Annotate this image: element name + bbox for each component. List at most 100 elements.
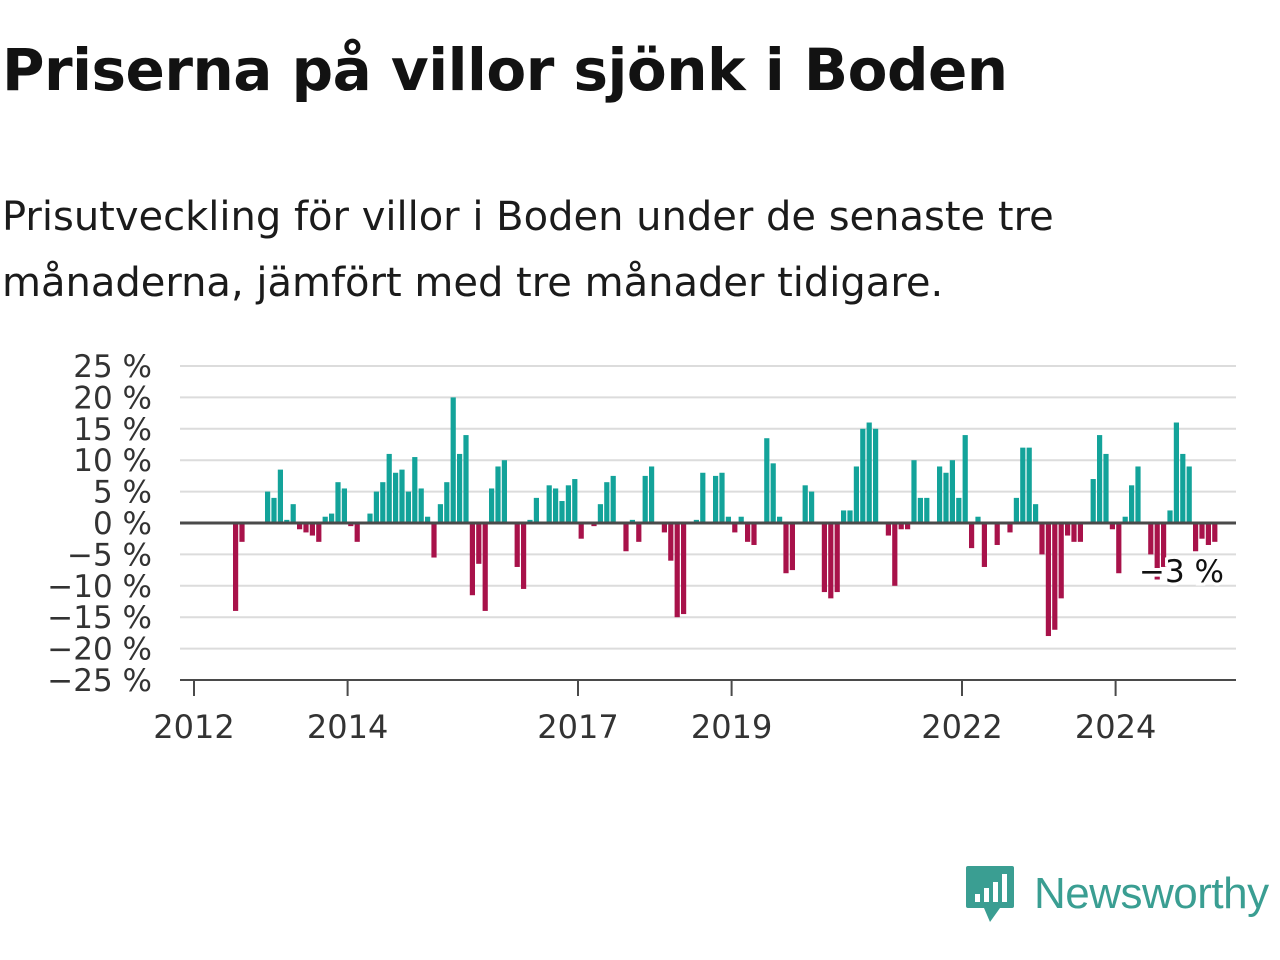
bar (271, 497, 277, 523)
bar (911, 460, 917, 523)
bar (1180, 453, 1186, 523)
bar (482, 523, 488, 611)
bar (335, 482, 341, 523)
x-tick-label: 2022 (921, 708, 1002, 746)
bar (809, 491, 815, 523)
bar (802, 485, 808, 523)
bar (636, 523, 642, 542)
bar (329, 513, 335, 523)
bar (354, 523, 360, 542)
bar (265, 491, 271, 523)
bar (1148, 523, 1154, 555)
bar (738, 516, 744, 523)
bar-chart-speech-bubble-icon (966, 866, 1014, 922)
bar (1212, 523, 1218, 542)
bar (1077, 523, 1083, 542)
bar (1058, 523, 1064, 599)
bar (1007, 523, 1013, 533)
last-value-label: −3 % (1139, 554, 1224, 590)
bar (399, 469, 405, 523)
bar (1161, 523, 1167, 567)
bar (1097, 435, 1103, 523)
bar (674, 523, 680, 618)
y-tick-label: −15 % (47, 600, 152, 636)
bar (1193, 523, 1199, 552)
bar (425, 516, 431, 523)
bar (860, 428, 866, 523)
bar (1129, 485, 1135, 523)
bar (885, 523, 891, 536)
bar (713, 475, 719, 523)
bar (1090, 479, 1096, 523)
bar (668, 523, 674, 561)
y-tick-label: 15 % (73, 412, 152, 448)
bar (341, 488, 347, 523)
bar (821, 523, 827, 593)
y-tick-label: −20 % (47, 632, 152, 668)
bar (284, 519, 290, 523)
chart-subtitle: Prisutveckling för villor i Boden under … (2, 194, 1054, 306)
bar (489, 488, 495, 523)
bar (943, 472, 949, 523)
bar (956, 497, 962, 523)
y-tick-label: −5 % (67, 537, 152, 573)
bar (437, 504, 443, 523)
bar (1071, 523, 1077, 542)
bar (866, 422, 872, 523)
bar (514, 523, 520, 567)
bar (1065, 523, 1071, 536)
bar (591, 523, 597, 527)
bar (553, 488, 559, 523)
bar (898, 523, 904, 530)
bar (405, 491, 411, 523)
bar (559, 501, 565, 523)
bar (533, 497, 539, 523)
bar (642, 475, 648, 523)
bar (853, 466, 859, 523)
x-tick-label: 2024 (1075, 708, 1156, 746)
bar (348, 523, 354, 527)
bar (649, 466, 655, 523)
bar (1033, 504, 1039, 523)
bar (1205, 523, 1211, 545)
bar (834, 523, 840, 593)
chart-title: Priserna på villor sjönk i Boden (2, 36, 1008, 104)
bar (521, 523, 527, 589)
bar (277, 469, 283, 523)
bar (495, 466, 501, 523)
bar (578, 523, 584, 539)
bar (623, 523, 629, 552)
bar (233, 523, 239, 611)
y-axis-ticks: 25 %20 %15 %10 %5 %0 %−5 %−10 %−15 %−20 … (47, 349, 152, 699)
x-tick-label: 2012 (153, 708, 234, 746)
bar (975, 516, 981, 523)
bar (239, 523, 245, 542)
bar (380, 482, 386, 523)
y-tick-label: 10 % (73, 443, 152, 479)
bar (1052, 523, 1058, 630)
bar (1116, 523, 1122, 574)
bar (1199, 523, 1205, 539)
bar (681, 523, 687, 615)
bar (450, 397, 456, 523)
bar (745, 523, 751, 542)
bar (444, 482, 450, 523)
x-tick-label: 2019 (691, 708, 772, 746)
brand-name: Newsworthy (1034, 869, 1269, 918)
y-tick-label: 25 % (73, 349, 152, 385)
bar (693, 519, 699, 523)
bars (233, 397, 1218, 637)
bar (1039, 523, 1045, 555)
y-tick-label: −25 % (47, 663, 152, 699)
bar (828, 523, 834, 599)
bar (322, 516, 328, 523)
bar (1045, 523, 1051, 637)
newsworthy-logo[interactable]: Newsworthy (964, 864, 1269, 924)
bar (629, 519, 635, 523)
x-tick-label: 2017 (537, 708, 618, 746)
bar (873, 428, 879, 523)
bar (393, 472, 399, 523)
bar (777, 516, 783, 523)
bar (303, 523, 309, 533)
